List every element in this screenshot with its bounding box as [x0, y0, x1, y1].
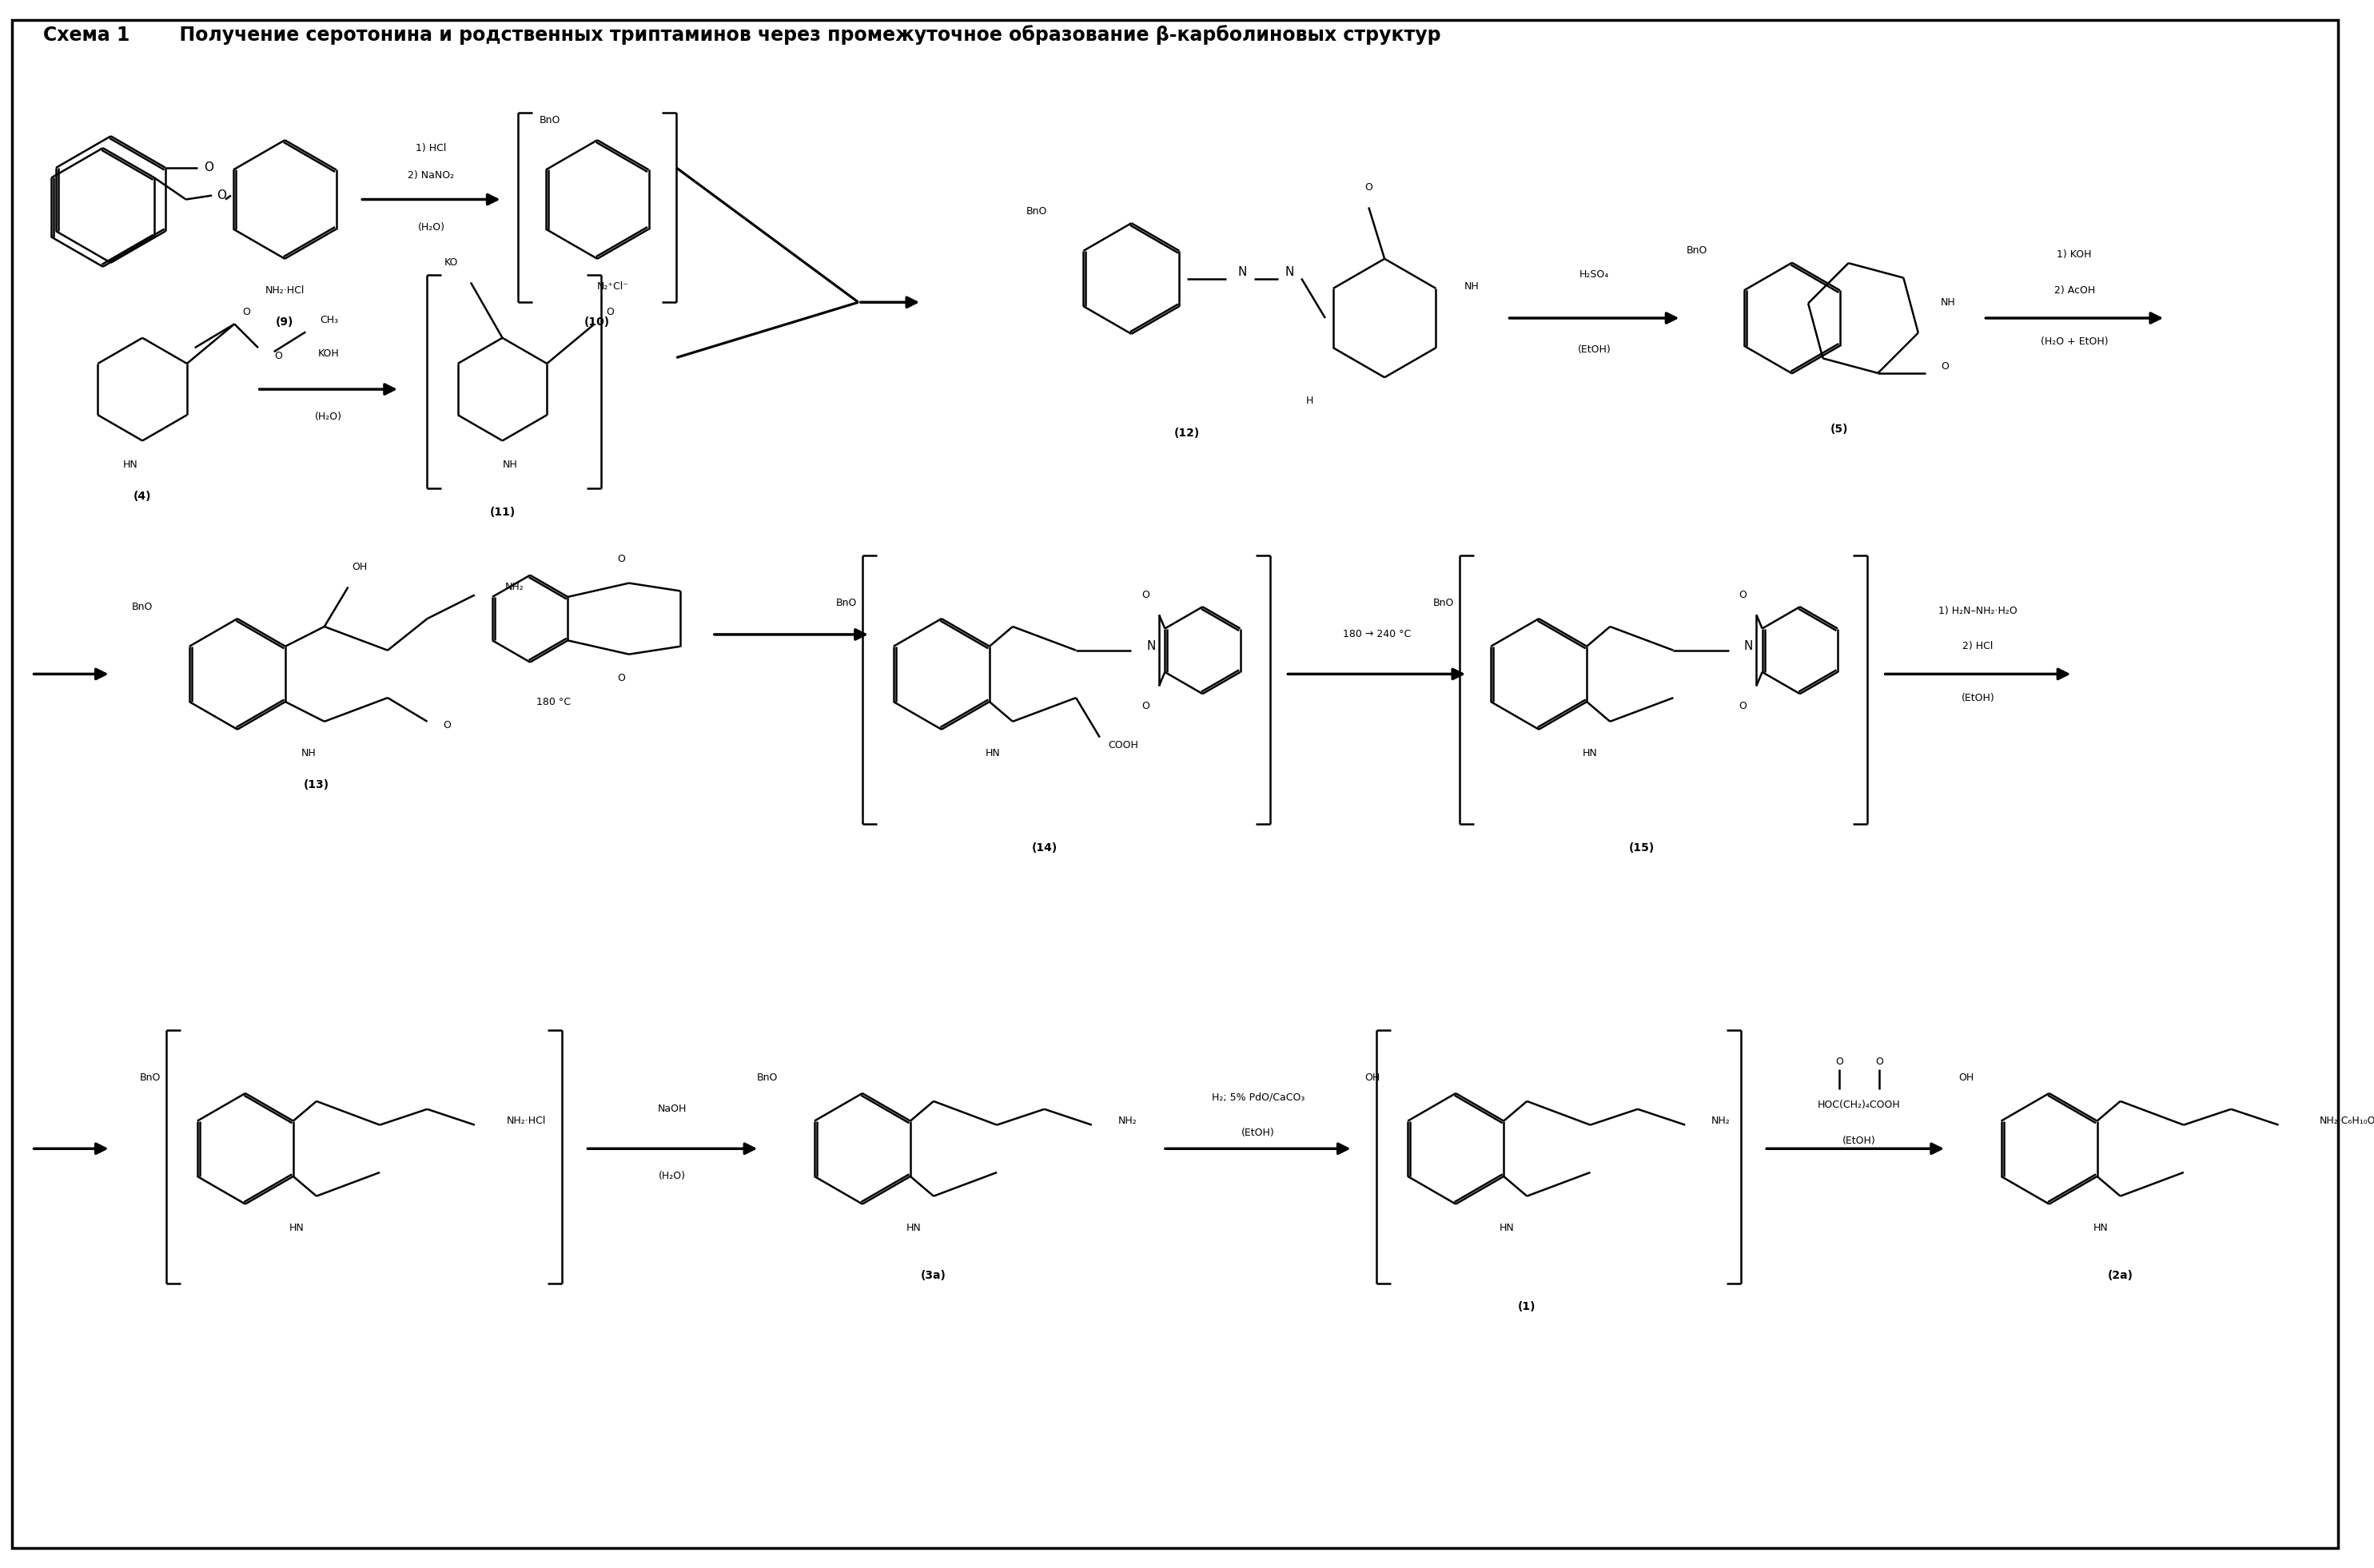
Text: H: H — [1306, 397, 1313, 406]
Text: N: N — [1284, 267, 1294, 278]
Text: N₂⁺Cl⁻: N₂⁺Cl⁻ — [598, 281, 629, 292]
Text: NH₂: NH₂ — [506, 582, 525, 593]
Text: (EtOH): (EtOH) — [1242, 1127, 1275, 1138]
Text: (H₂O): (H₂O) — [660, 1171, 686, 1182]
Text: NH: NH — [301, 748, 316, 759]
Text: H₂; 5% PdO/CaCO₃: H₂; 5% PdO/CaCO₃ — [1211, 1091, 1303, 1102]
Text: (3a): (3a) — [921, 1270, 947, 1281]
Text: NH₂: NH₂ — [1712, 1116, 1731, 1126]
Text: NH: NH — [503, 459, 518, 470]
Text: BnO: BnO — [1686, 246, 1707, 256]
Text: Схема 1: Схема 1 — [43, 25, 131, 44]
Text: O: O — [617, 554, 624, 564]
Text: (4): (4) — [133, 491, 152, 502]
Text: NH₂·HCl: NH₂·HCl — [266, 285, 304, 296]
Text: BnO: BnO — [836, 597, 857, 608]
Text: 2) AcOH: 2) AcOH — [2054, 285, 2094, 296]
Text: (13): (13) — [304, 779, 330, 790]
Text: O: O — [605, 307, 615, 317]
Text: O: O — [1740, 590, 1747, 601]
Text: BnO: BnO — [140, 1073, 161, 1082]
Text: (EtOH): (EtOH) — [1842, 1135, 1875, 1146]
Text: CH₃: CH₃ — [320, 315, 339, 325]
Text: (11): (11) — [489, 506, 515, 517]
Text: NaOH: NaOH — [658, 1104, 686, 1115]
Text: HN: HN — [1583, 748, 1598, 759]
Text: OH: OH — [1365, 1073, 1379, 1082]
Text: COOH: COOH — [1109, 740, 1140, 751]
Text: O: O — [1142, 701, 1149, 710]
Text: (12): (12) — [1173, 426, 1199, 439]
Text: O: O — [242, 307, 249, 317]
Text: O: O — [617, 673, 624, 684]
Text: OH: OH — [1959, 1073, 1973, 1082]
Text: (EtOH): (EtOH) — [1576, 345, 1612, 354]
Text: BnO: BnO — [133, 602, 152, 612]
Text: O: O — [444, 720, 451, 731]
Text: O: O — [204, 162, 214, 174]
Text: N: N — [1147, 640, 1156, 652]
Text: BnO: BnO — [1434, 597, 1455, 608]
Text: N: N — [1237, 267, 1246, 278]
Text: 180 °C: 180 °C — [537, 696, 572, 707]
Text: 1) KOH: 1) KOH — [2056, 249, 2091, 260]
Text: OH: OH — [351, 561, 368, 572]
Text: HN: HN — [290, 1223, 304, 1232]
Text: HN: HN — [1500, 1223, 1515, 1232]
Text: O: O — [216, 190, 226, 201]
Text: HN: HN — [985, 748, 999, 759]
Text: 1) H₂N–NH₂·H₂O: 1) H₂N–NH₂·H₂O — [1940, 605, 2018, 616]
Text: NH₂·HCl: NH₂·HCl — [506, 1116, 546, 1126]
Text: BnO: BnO — [757, 1073, 779, 1082]
Text: H₂SO₄: H₂SO₄ — [1579, 270, 1610, 279]
Text: (10): (10) — [584, 317, 610, 328]
Text: N: N — [1745, 640, 1752, 652]
Text: (H₂O): (H₂O) — [418, 223, 444, 232]
Text: NH: NH — [1465, 281, 1479, 292]
Text: NH: NH — [1940, 296, 1956, 307]
Text: O: O — [1875, 1057, 1883, 1066]
Text: (9): (9) — [275, 317, 294, 328]
Text: (14): (14) — [1030, 842, 1056, 853]
Text: O: O — [1142, 590, 1149, 601]
Text: O: O — [1365, 182, 1372, 193]
Text: O: O — [1740, 701, 1747, 710]
Text: BnO: BnO — [1026, 205, 1047, 216]
Text: 2) HCl: 2) HCl — [1963, 641, 1994, 652]
Text: KOH: KOH — [318, 348, 339, 359]
Text: HN: HN — [123, 459, 138, 470]
Text: (15): (15) — [1629, 842, 1655, 853]
Text: HOC(CH₂)₄COOH: HOC(CH₂)₄COOH — [1818, 1101, 1902, 1110]
Text: (2a): (2a) — [2108, 1270, 2134, 1281]
Text: 2) NaNO₂: 2) NaNO₂ — [408, 171, 453, 180]
Text: O: O — [273, 351, 283, 361]
Text: Получение серотонина и родственных триптаминов через промежуточное образование β: Получение серотонина и родственных трипт… — [166, 25, 1441, 45]
Text: 1) HCl: 1) HCl — [415, 143, 446, 154]
Text: HN: HN — [2094, 1223, 2108, 1232]
Text: HN: HN — [907, 1223, 921, 1232]
Text: NH₂: NH₂ — [1118, 1116, 1137, 1126]
Text: (5): (5) — [1830, 423, 1849, 434]
Text: O: O — [1942, 362, 1949, 372]
Text: (1): (1) — [1517, 1301, 1536, 1312]
Text: NH₂·C₆H₁₀O₄: NH₂·C₆H₁₀O₄ — [2319, 1116, 2374, 1126]
Text: 180 → 240 °C: 180 → 240 °C — [1344, 629, 1410, 640]
Text: (H₂O + EtOH): (H₂O + EtOH) — [2042, 337, 2108, 347]
Text: KO: KO — [444, 257, 458, 268]
Text: (H₂O): (H₂O) — [316, 412, 342, 422]
Text: BnO: BnO — [539, 114, 560, 125]
Text: O: O — [1835, 1057, 1842, 1066]
Text: (EtOH): (EtOH) — [1961, 693, 1994, 702]
